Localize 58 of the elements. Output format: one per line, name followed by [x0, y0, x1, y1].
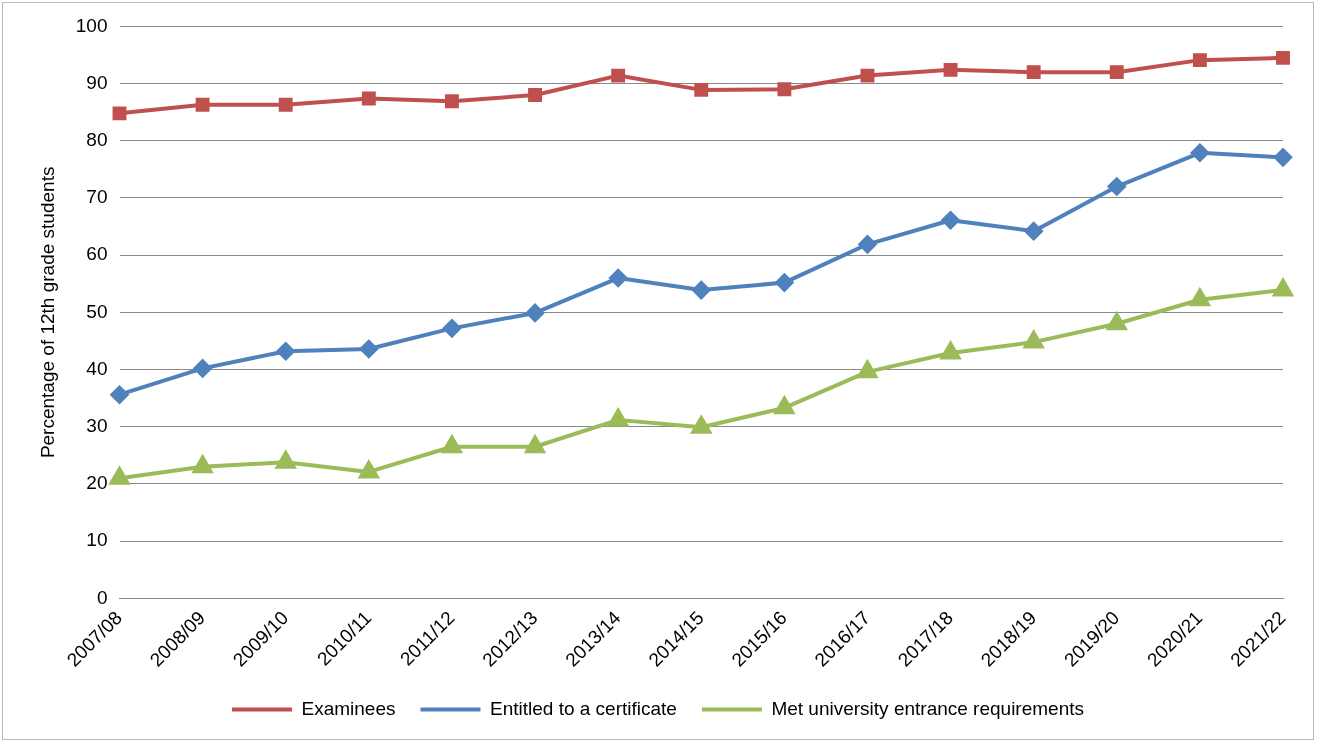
point — [1107, 177, 1126, 196]
point — [444, 94, 459, 109]
point — [109, 467, 130, 485]
y-tick-label: 70 — [86, 186, 108, 208]
y-tick-label: 20 — [86, 472, 108, 494]
point — [858, 235, 877, 254]
y-tick-label: 100 — [75, 14, 108, 36]
point — [940, 341, 961, 360]
point — [1026, 65, 1041, 80]
point — [941, 211, 960, 230]
y-tick-label: 30 — [86, 414, 108, 436]
point — [361, 91, 376, 106]
point — [857, 358, 879, 379]
y-tick-label: 10 — [86, 529, 108, 551]
point — [1192, 53, 1207, 68]
point — [525, 435, 545, 454]
y-axis-title: Percentage of 12th grade students — [36, 166, 58, 459]
y-tick-label: 80 — [86, 129, 108, 151]
point — [694, 82, 709, 97]
point — [110, 385, 129, 404]
point — [608, 408, 628, 427]
point — [1109, 65, 1124, 80]
point — [773, 394, 796, 415]
point — [777, 82, 792, 97]
point — [191, 453, 214, 474]
point — [359, 339, 378, 358]
point — [440, 433, 463, 454]
point — [943, 62, 958, 77]
y-tick-label: 40 — [86, 357, 108, 379]
point — [278, 97, 293, 112]
point — [526, 303, 545, 322]
point — [775, 273, 794, 292]
point — [611, 68, 626, 83]
point — [1273, 279, 1293, 297]
point — [195, 97, 210, 112]
point — [275, 451, 296, 469]
point — [860, 68, 875, 83]
legend-label: Met university entrance requirements — [771, 697, 1085, 719]
point — [193, 359, 212, 378]
y-tick-label: 50 — [86, 300, 108, 322]
point — [1274, 148, 1292, 167]
point — [1276, 50, 1290, 65]
point — [112, 106, 127, 121]
y-tick-label: 90 — [86, 71, 108, 93]
point — [1023, 331, 1044, 349]
point — [528, 88, 542, 102]
legend-label: Examinees — [301, 697, 396, 719]
point — [691, 416, 712, 434]
y-tick-label: 0 — [96, 586, 108, 608]
point — [359, 460, 379, 479]
point — [276, 342, 295, 361]
point — [442, 319, 461, 338]
y-tick-label: 60 — [86, 243, 108, 265]
legend-label: Entitled to a certificate — [489, 697, 677, 719]
point — [692, 281, 711, 300]
point — [1024, 222, 1043, 241]
point — [1190, 143, 1209, 162]
point — [609, 269, 628, 288]
